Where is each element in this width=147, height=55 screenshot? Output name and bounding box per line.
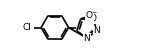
Text: N: N (93, 26, 100, 35)
Text: O: O (90, 14, 97, 23)
Text: O: O (86, 11, 93, 20)
Text: −: − (91, 10, 96, 15)
Text: Cl: Cl (23, 23, 32, 32)
Text: N: N (83, 34, 90, 43)
Text: +: + (88, 29, 94, 34)
